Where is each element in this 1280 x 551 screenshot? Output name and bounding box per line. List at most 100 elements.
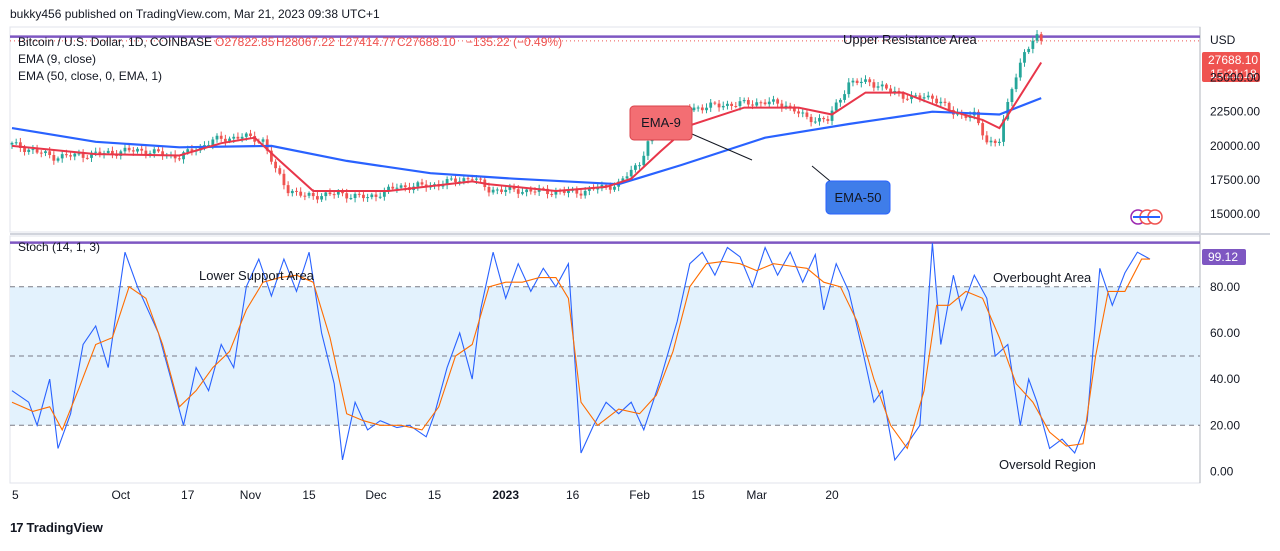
- candle-up: [705, 103, 708, 114]
- candle-up: [458, 177, 462, 186]
- legend-symbol: Bitcoin / U.S. Dollar, 1D, COINBASE: [18, 35, 212, 49]
- candle-down: [935, 95, 939, 106]
- flags-icon[interactable]: [1130, 209, 1163, 225]
- candle-up: [123, 144, 127, 156]
- candle-up: [633, 163, 637, 173]
- candle-down: [18, 137, 22, 152]
- candle-up: [1035, 30, 1039, 44]
- candle-down: [734, 101, 738, 109]
- candle-down: [282, 169, 286, 190]
- legend-ema9[interactable]: EMA (9, close): [18, 52, 96, 66]
- candle-up: [830, 106, 834, 126]
- candle-up: [395, 183, 399, 193]
- time-tick: 15: [691, 488, 705, 502]
- legend-close: C27688.10: [397, 35, 456, 49]
- candle-up: [1010, 87, 1014, 107]
- time-tick: 15: [302, 488, 316, 502]
- candle-down: [713, 101, 717, 106]
- price-tick: 17500.00: [1210, 173, 1260, 187]
- price-pane[interactable]: [9, 26, 1201, 233]
- candle-up: [997, 138, 1001, 146]
- candle-up: [1027, 46, 1031, 54]
- candle-down: [776, 97, 780, 107]
- ema50-callout-box[interactable]: [825, 180, 891, 215]
- time-tick: Feb: [629, 488, 650, 502]
- candle-up: [554, 187, 558, 199]
- candle-up: [320, 193, 324, 202]
- candle-up: [504, 185, 508, 196]
- candle-up: [382, 187, 386, 201]
- stoch-tick: 40.00: [1210, 372, 1240, 386]
- candle-up: [989, 136, 993, 147]
- candle-up: [56, 156, 60, 163]
- candle-up: [567, 186, 570, 198]
- ema9-callout-box[interactable]: [629, 105, 693, 141]
- ema50-line[interactable]: [11, 97, 1042, 186]
- candle-down: [69, 151, 72, 161]
- candle-down: [981, 120, 985, 140]
- candle-down: [512, 183, 516, 193]
- candle-up: [801, 108, 805, 118]
- candle-up: [847, 78, 851, 98]
- price-tick: 15000.00: [1210, 207, 1260, 221]
- candle-down: [717, 99, 721, 112]
- legend-change: −135.22 (−0.49%): [466, 35, 562, 49]
- countdown-value: 15:21:18: [1210, 67, 1257, 81]
- candle-up: [399, 183, 403, 190]
- candle-up: [876, 82, 880, 91]
- candle-down: [362, 190, 365, 202]
- publisher-line: bukky456 published on TradingView.com, M…: [10, 7, 380, 21]
- candle-up: [813, 117, 817, 124]
- stoch-tick: 60.00: [1210, 326, 1240, 340]
- candle-up: [939, 97, 943, 108]
- candle-down: [98, 147, 102, 158]
- candle-up: [721, 101, 725, 111]
- legend-open: O27822.85: [215, 35, 275, 49]
- time-tick: 17: [181, 488, 195, 502]
- stoch-k-line[interactable]: [11, 242, 1151, 462]
- stoch-tick: 0.00: [1210, 464, 1234, 478]
- last-price-badge: [1202, 52, 1260, 82]
- time-tick: 5: [12, 488, 19, 502]
- legend-ema50[interactable]: EMA (50, close, 0, EMA, 1): [18, 69, 162, 83]
- stoch-d-line[interactable]: [11, 258, 1150, 450]
- candle-up: [864, 75, 867, 85]
- candle-up: [31, 145, 35, 155]
- candle-down: [278, 165, 282, 176]
- candle-down: [161, 147, 165, 160]
- stoch-current-badge: [1202, 249, 1246, 265]
- candle-down: [977, 109, 980, 126]
- ema9-callout-text: EMA-9: [641, 115, 681, 130]
- candle-down: [759, 100, 763, 107]
- time-tick: 16: [566, 488, 580, 502]
- candle-down: [805, 110, 809, 120]
- candle-down: [855, 78, 859, 86]
- candle-up: [638, 162, 641, 170]
- stoch-tick: 80.00: [1210, 280, 1240, 294]
- legend-stoch[interactable]: Stoch (14, 1, 3): [18, 240, 100, 254]
- legend-high: H28067.22: [276, 35, 335, 49]
- tradingview-brand[interactable]: 17 TradingView: [10, 520, 103, 535]
- time-tick: 20: [825, 488, 839, 502]
- stoch-current-value: 99.12: [1208, 250, 1238, 264]
- candle-down: [81, 149, 85, 163]
- candle-up: [307, 191, 311, 199]
- candle-up: [880, 80, 884, 91]
- candle-up: [27, 147, 31, 155]
- candle-down: [249, 129, 252, 139]
- candle-up: [366, 193, 370, 203]
- candle-down: [763, 99, 767, 106]
- ema9-line[interactable]: [11, 61, 1043, 193]
- time-tick: Dec: [365, 488, 386, 502]
- candle-up: [353, 192, 357, 203]
- candle-down: [299, 187, 303, 198]
- candle-down: [809, 113, 813, 127]
- candle-up: [416, 180, 420, 191]
- candle-down: [546, 185, 549, 199]
- candle-up: [696, 105, 700, 112]
- candle-up: [10, 141, 14, 149]
- candle-up: [90, 150, 93, 162]
- candle-down: [931, 93, 934, 104]
